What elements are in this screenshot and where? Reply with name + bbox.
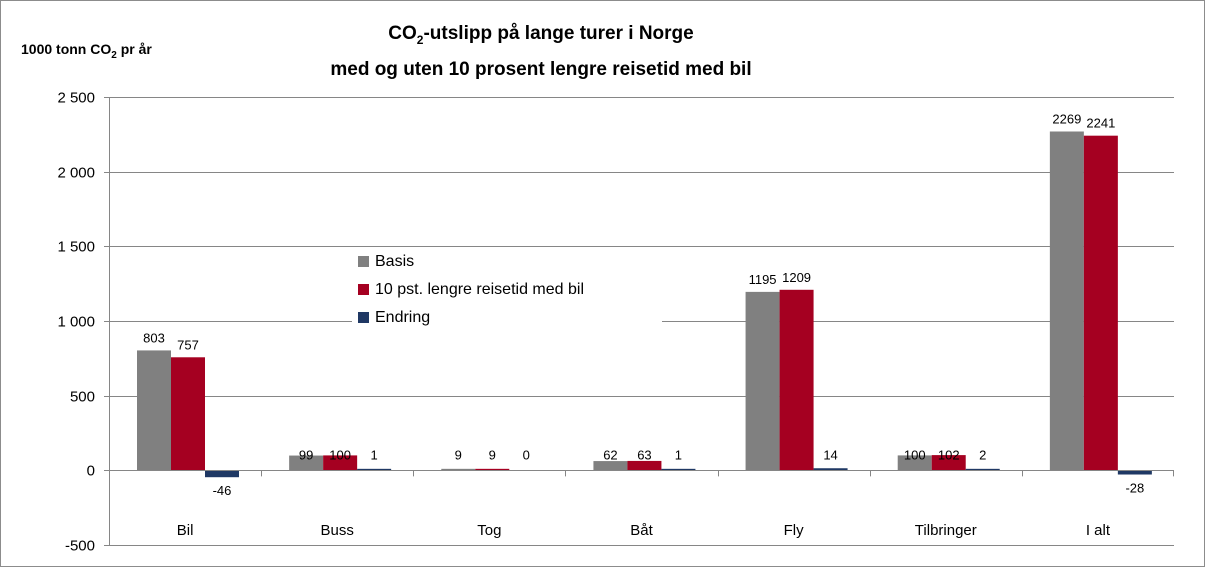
- data-label: 100: [904, 447, 926, 462]
- chart-title-line2: med og uten 10 prosent lengre reisetid m…: [330, 58, 752, 80]
- data-label: 99: [299, 447, 313, 462]
- legend-item-change: Endring: [358, 309, 430, 327]
- data-label: 1209: [782, 270, 811, 285]
- bar: [475, 468, 510, 471]
- data-label: 14: [823, 447, 837, 462]
- x-category-label: I alt: [1086, 522, 1111, 539]
- bar: [171, 357, 205, 471]
- bar: [897, 455, 932, 471]
- y-tick-label: 500: [70, 389, 95, 406]
- bar: [965, 468, 1000, 471]
- chart-title-line1: CO2-utslipp på lange turer i Norge: [388, 23, 694, 47]
- data-label: 9: [489, 447, 496, 462]
- bar: [289, 455, 324, 471]
- bar: [1117, 470, 1152, 475]
- bar: [627, 460, 662, 471]
- bar: [779, 289, 814, 471]
- bar: [813, 468, 848, 471]
- data-label: 100: [329, 447, 351, 462]
- bar: [931, 455, 966, 471]
- bar: [205, 470, 239, 478]
- y-tick-label: 2 500: [57, 90, 95, 107]
- data-label: 1: [371, 447, 378, 462]
- bar: [661, 468, 696, 471]
- legend-swatch: [358, 312, 369, 323]
- y-tick-label: 0: [87, 463, 95, 480]
- data-label: 2: [979, 447, 986, 462]
- x-category-label: Båt: [630, 522, 653, 539]
- data-label: 757: [177, 337, 199, 352]
- data-label: 63: [637, 447, 651, 462]
- legend-item-basis: Basis: [358, 253, 414, 271]
- data-label: 9: [455, 447, 462, 462]
- data-label: 62: [603, 447, 617, 462]
- data-label: 2241: [1086, 116, 1115, 131]
- bar: [137, 350, 171, 471]
- data-label: 1: [675, 447, 682, 462]
- bar: [593, 461, 628, 471]
- bar: [1083, 135, 1118, 471]
- legend-swatch: [358, 256, 369, 267]
- y-tick-label: 2 000: [57, 165, 95, 182]
- x-category-label: Buss: [321, 522, 354, 539]
- y-tick-label: -500: [65, 538, 95, 555]
- x-category-label: Fly: [784, 522, 804, 539]
- x-category-label: Tilbringer: [915, 522, 977, 539]
- x-category-label: Tog: [477, 522, 501, 539]
- bar: [323, 455, 358, 471]
- x-category-label: Bil: [177, 522, 194, 539]
- y-axis-unit-label: 1000 tonn CO2 pr år: [21, 41, 152, 61]
- y-tick-label: 1 500: [57, 239, 95, 256]
- chart-title: CO2-utslipp på lange turer i Norge med o…: [201, 19, 881, 84]
- bar: [441, 468, 476, 471]
- bar: [1049, 131, 1084, 471]
- bar: [745, 291, 780, 471]
- data-label: 803: [143, 330, 165, 345]
- data-label: -28: [1125, 481, 1144, 496]
- legend-swatch: [358, 284, 369, 295]
- y-tick-label: 1 000: [57, 314, 95, 331]
- chart-legend: Basis 10 pst. lengre reisetid med bil En…: [352, 248, 662, 336]
- legend-item-longer-travel: 10 pst. lengre reisetid med bil: [358, 281, 584, 299]
- data-label: 0: [523, 447, 530, 462]
- bar: [357, 468, 392, 471]
- data-label: 1195: [749, 272, 777, 287]
- data-label: -46: [213, 483, 232, 498]
- data-label: 102: [938, 447, 960, 462]
- data-label: 2269: [1052, 111, 1081, 126]
